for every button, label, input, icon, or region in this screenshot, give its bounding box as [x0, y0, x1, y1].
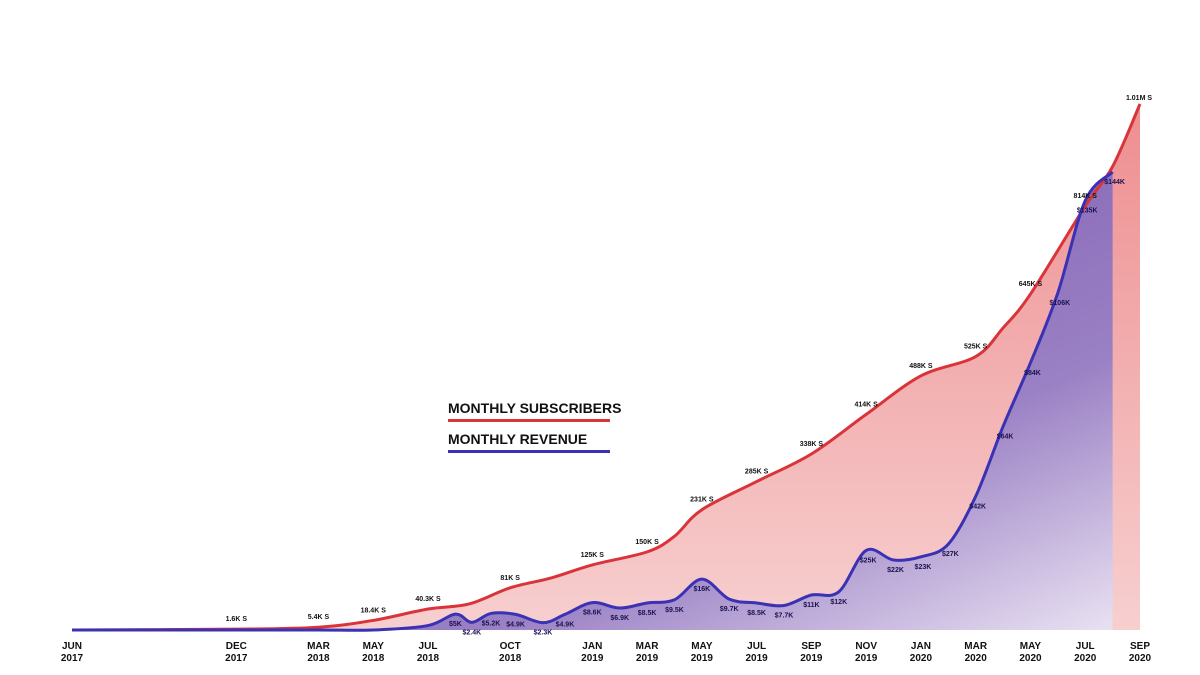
subscribers-line	[71, 103, 1142, 632]
x-tick-label: JAN	[911, 641, 931, 652]
revenue-data-label: $16K	[693, 586, 710, 593]
revenue-data-label: $106K	[1050, 300, 1071, 307]
legend: MONTHLY SUBSCRIBERS MONTHLY REVENUE	[448, 400, 621, 453]
revenue-line	[72, 170, 1114, 632]
x-tick-label: MAR	[964, 641, 988, 652]
x-tick-label: 2019	[800, 653, 823, 664]
x-tick-label: 2020	[1019, 653, 1042, 664]
x-tick-label: 2019	[581, 653, 604, 664]
revenue-data-label: $8.5K	[747, 610, 766, 617]
x-tick-label: 2017	[61, 653, 84, 664]
data-labels-layer: 1.6K S 5.4K S 18.4K S 40.3K S 81K S 125K S 150…	[226, 95, 1153, 637]
revenue-data-label: $2.3K	[534, 630, 553, 637]
x-tick-label: 2019	[691, 653, 714, 664]
legend-label: MONTHLY REVENUE	[448, 431, 587, 447]
revenue-data-label: $135K	[1077, 208, 1098, 215]
x-tick-label: 2019	[636, 653, 659, 664]
revenue-area	[72, 171, 1113, 631]
subscribers-data-label: 525K S	[964, 344, 988, 351]
revenue-data-label: $84K	[1024, 370, 1041, 377]
subscribers-data-label: 18.4K S	[361, 607, 387, 614]
revenue-data-label: $2.4K	[462, 629, 481, 636]
revenue-data-label: $12K	[830, 599, 847, 606]
x-tick-label: 2018	[362, 653, 385, 664]
revenue-data-label: $27K	[942, 551, 959, 558]
x-tick-label: 2020	[1129, 653, 1152, 664]
revenue-data-label: $8.5K	[638, 610, 657, 617]
x-tick-label: MAY	[1020, 641, 1042, 652]
legend-label: MONTHLY SUBSCRIBERS	[448, 400, 621, 416]
x-tick-label: JUL	[747, 641, 766, 652]
revenue-data-label: $11K	[803, 602, 819, 609]
subscribers-data-label: 81K S	[500, 575, 520, 582]
x-tick-label: 2019	[855, 653, 878, 664]
subscribers-data-label: 231K S	[690, 497, 714, 504]
x-tick-label: NOV	[855, 641, 877, 652]
x-tick-label: 2017	[225, 653, 248, 664]
revenue-data-label: $7.7K	[775, 613, 794, 620]
x-tick-label: MAR	[636, 641, 660, 652]
subscribers-data-label: 285K S	[745, 469, 769, 476]
subscribers-data-label: 414K S	[854, 401, 878, 408]
revenue-data-label: $9.5K	[665, 607, 684, 614]
x-tick-label: 2020	[1074, 653, 1097, 664]
x-tick-label: SEP	[801, 641, 821, 652]
areas-layer	[72, 104, 1140, 631]
revenue-data-label: $5K	[449, 621, 462, 628]
subscribers-data-label: 338K S	[800, 441, 824, 448]
subscribers-data-label: 488K S	[909, 363, 933, 370]
subscribers-data-label: 40.3K S	[415, 596, 441, 603]
lines-layer	[71, 103, 1142, 632]
subscribers-data-label: 125K S	[581, 552, 605, 559]
revenue-data-label: $8.6K	[583, 610, 602, 617]
x-tick-label: JUL	[419, 641, 438, 652]
subscribers-data-label: 814K S	[1074, 193, 1098, 200]
legend-swatch	[448, 419, 610, 422]
subscribers-area	[72, 104, 1140, 630]
subscribers-data-label: 1.01M S	[1126, 95, 1152, 102]
x-tick-label: JUN	[62, 641, 82, 652]
x-tick-label: SEP	[1130, 641, 1150, 652]
revenue-data-label: $25K	[860, 557, 877, 564]
revenue-data-label: $5.2K	[482, 620, 501, 627]
x-tick-label: OCT	[500, 641, 521, 652]
x-tick-label: MAR	[307, 641, 331, 652]
revenue-data-label: $42K	[969, 503, 986, 510]
revenue-data-label: $23K	[915, 564, 932, 571]
subscribers-data-label: 5.4K S	[308, 614, 330, 621]
revenue-data-label: $64K	[997, 433, 1014, 440]
x-tick-label: MAY	[691, 641, 713, 652]
x-tick-label: 2018	[417, 653, 440, 664]
x-tick-label: JAN	[582, 641, 602, 652]
legend-swatch	[448, 450, 610, 453]
x-tick-label: 2020	[910, 653, 933, 664]
x-tick-label: 2018	[307, 653, 330, 664]
revenue-data-label: $144K	[1104, 179, 1125, 186]
revenue-data-label: $4.9K	[556, 621, 575, 628]
x-axis: JUN2017DEC2017MAR2018MAY2018JUL2018OCT20…	[61, 641, 1152, 664]
subscribers-data-label: 645K S	[1019, 281, 1043, 288]
revenue-data-label: $6.9K	[610, 615, 629, 622]
revenue-data-label: $4.9K	[506, 621, 525, 628]
x-tick-label: 2018	[499, 653, 522, 664]
subscribers-data-label: 150K S	[635, 539, 659, 546]
revenue-data-label: $9.7K	[720, 606, 739, 613]
x-tick-label: DEC	[226, 641, 247, 652]
x-tick-label: MAY	[363, 641, 385, 652]
revenue-data-label: $22K	[887, 567, 904, 574]
subscribers-data-label: 1.6K S	[226, 616, 248, 623]
x-tick-label: JUL	[1076, 641, 1095, 652]
x-tick-label: 2019	[745, 653, 768, 664]
x-tick-label: 2020	[965, 653, 988, 664]
